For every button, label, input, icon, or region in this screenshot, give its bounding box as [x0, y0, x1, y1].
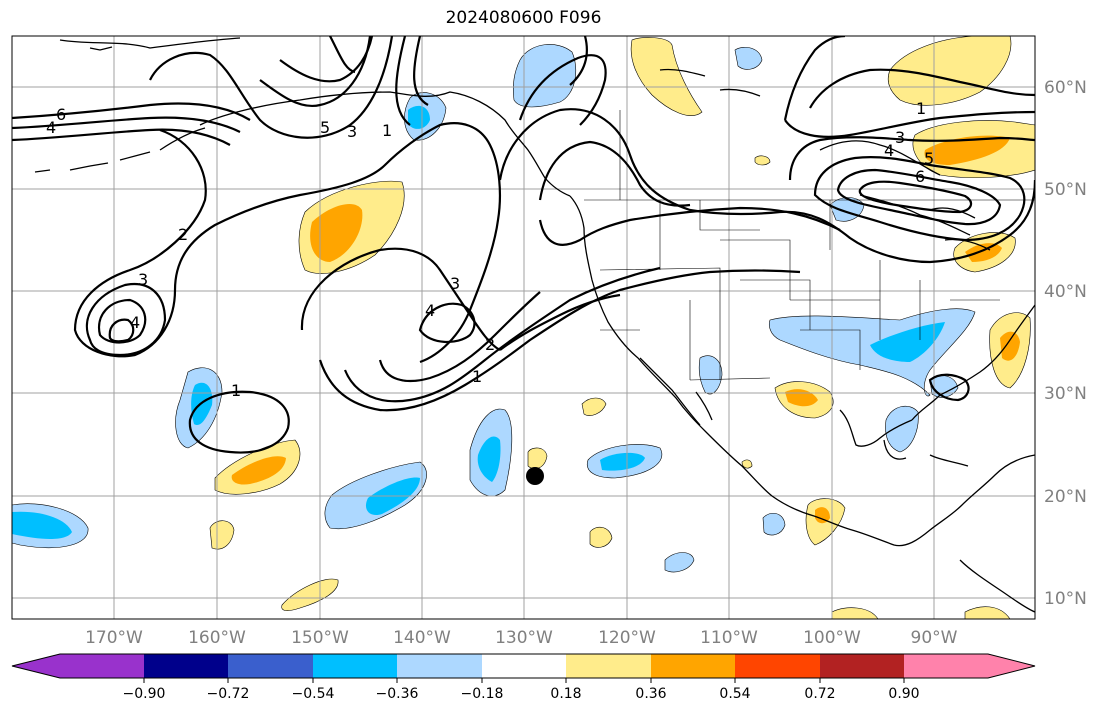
contour-label: 6: [915, 167, 925, 186]
lon-tick-label: 90°W: [911, 628, 958, 648]
anomaly-positive: [887, 36, 1012, 106]
anomaly-positive-core: [965, 243, 1002, 262]
colorbar-segment: [820, 654, 904, 678]
lat-tick-label: 60°N: [1044, 78, 1087, 98]
contour-labels: 6 4 5 3 1 2 3 4 4 3 1 2 1 1 3 4 5 6: [46, 99, 934, 400]
anomaly-positive: [581, 397, 607, 416]
contour-label: 3: [895, 128, 905, 147]
contour-label: 4: [884, 141, 894, 160]
anomaly-positive-core: [231, 456, 286, 485]
lon-tick-label: 130°W: [495, 628, 553, 648]
lat-tick-label: 30°N: [1044, 384, 1087, 404]
anomaly-negative-core: [600, 452, 645, 471]
anomaly-negative-core: [477, 436, 501, 482]
anomaly-positive-core: [1000, 331, 1020, 361]
anomaly-positive: [281, 578, 339, 611]
anomaly-negative-core: [408, 105, 430, 129]
colorbar-segment: [735, 654, 820, 678]
contour-label: 5: [924, 149, 934, 168]
colorbar-extend-low: [12, 654, 60, 678]
contour-label: 2: [178, 225, 188, 244]
anomaly-positive-core: [924, 135, 1010, 165]
location-marker: [526, 467, 544, 485]
colorbar-segment: [144, 654, 228, 678]
colorbar-label: −0.72: [207, 686, 250, 702]
colorbar-label: 0.18: [550, 686, 581, 702]
colorbar-label: −0.36: [376, 686, 419, 702]
contour-label: 3: [450, 274, 460, 293]
political-borders: [584, 110, 1035, 381]
anomaly-negative: [664, 552, 695, 573]
map-title: 2024080600 F096: [445, 8, 602, 28]
colorbar: [11, 653, 1036, 679]
anomaly-negative: [885, 405, 919, 453]
anomaly-positive: [964, 606, 1011, 619]
anomaly-positive-core: [815, 507, 830, 524]
anomaly-negative: [734, 47, 763, 70]
colorbar-label: −0.54: [292, 686, 335, 702]
anomaly-positive: [741, 459, 753, 469]
shaded-anomaly-fields: [12, 36, 1035, 619]
lon-tick-label: 150°W: [291, 628, 349, 648]
lon-tick-label: 170°W: [85, 628, 143, 648]
anomaly-negative: [512, 44, 576, 108]
colorbar-segment: [228, 654, 313, 678]
contour-label: 3: [347, 122, 357, 141]
contour-label: 5: [320, 118, 330, 137]
colorbar-label: −0.18: [461, 686, 504, 702]
contour-label: 1: [382, 121, 392, 140]
map-border: [11, 35, 1036, 620]
contour-lines: [12, 36, 1035, 454]
lon-tick-label: 100°W: [803, 628, 861, 648]
anomaly-negative-core: [870, 322, 945, 362]
colorbar-label: 0.90: [888, 686, 919, 702]
latitude-labels: 60°N 50°N 40°N 30°N 20°N 10°N: [1044, 78, 1087, 609]
colorbar-label: 0.72: [804, 686, 835, 702]
colorbar-extend-high: [988, 654, 1035, 678]
colorbar-segment: [651, 654, 735, 678]
colorbar-label: −0.90: [123, 686, 166, 702]
contour-label: 4: [130, 313, 140, 332]
anomaly-negative: [762, 512, 786, 536]
contour-label: 1: [916, 99, 926, 118]
colorbar-labels: −0.90 −0.72 −0.54 −0.36 −0.18 0.18 0.36 …: [123, 686, 920, 702]
lat-tick-label: 50°N: [1044, 180, 1087, 200]
contour-label: 4: [46, 118, 56, 137]
colorbar-segment: [566, 654, 651, 678]
lon-tick-label: 120°W: [598, 628, 656, 648]
contour-label: 3: [138, 270, 148, 289]
longitude-labels: 170°W 160°W 150°W 140°W 130°W 120°W 110°…: [85, 628, 958, 648]
lon-tick-label: 140°W: [393, 628, 451, 648]
colorbar-segment: [397, 654, 482, 678]
anomaly-negative: [698, 355, 723, 395]
anomaly-positive-core: [310, 203, 363, 262]
contour-label: 1: [231, 381, 241, 400]
anomaly-positive: [589, 526, 613, 548]
colorbar-label: 0.36: [635, 686, 666, 702]
colorbar-segment: [482, 654, 566, 678]
lon-tick-label: 110°W: [700, 628, 758, 648]
lat-tick-label: 40°N: [1044, 282, 1087, 302]
contour-label: 6: [56, 105, 66, 124]
anomaly-positive: [831, 607, 879, 619]
anomaly-positive: [630, 37, 703, 116]
contour-label: 1: [472, 367, 482, 386]
lat-tick-label: 10°N: [1044, 589, 1087, 609]
colorbar-segment: [313, 654, 397, 678]
anomaly-negative-core: [12, 511, 72, 539]
colorbar-label: 0.54: [719, 686, 750, 702]
contour-label: 4: [425, 301, 435, 320]
lat-tick-label: 20°N: [1044, 487, 1087, 507]
colorbar-segment: [60, 654, 144, 678]
colorbar-segment: [904, 654, 988, 678]
contour-label: 2: [485, 335, 495, 354]
colorbar-ticks: [143, 678, 905, 683]
lon-tick-label: 160°W: [188, 628, 246, 648]
anomaly-positive: [754, 155, 771, 166]
colorbar-outline: [11, 653, 1036, 679]
